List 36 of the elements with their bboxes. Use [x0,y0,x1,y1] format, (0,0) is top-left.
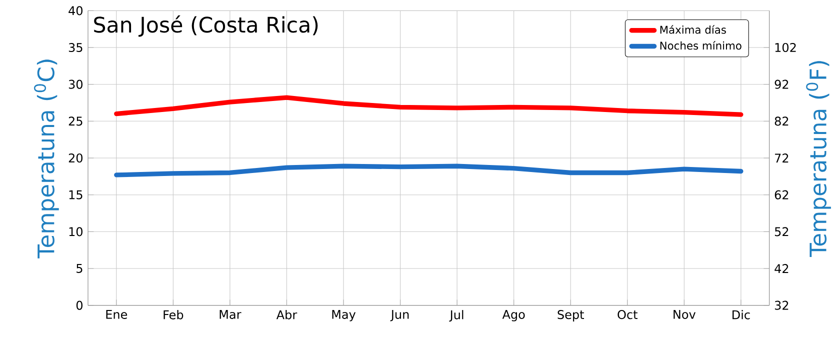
y2-tick-label: 102 [775,42,796,52]
x-tick-label: Sept [558,310,584,322]
y-tick-label: 40 [68,6,82,16]
x-tick-label: Feb [164,310,184,320]
x-tick-label: Nov [674,310,696,319]
x-tick-label: Jun [390,310,409,322]
y-tick-label: 35 [68,42,82,52]
y2-tick-label: 42 [774,264,788,273]
y2-tick-label: 72 [775,154,788,162]
line-series [114,164,744,178]
y-tick-label: 25 [68,116,82,126]
y-tick-label: 0 [76,300,82,310]
x-tick-label: Ago [502,310,525,322]
x-tick-label: Mar [220,310,242,319]
chart-title: San José (Costa Rica) [94,15,318,37]
y2-tick-label: 92 [774,80,788,89]
x-tick-label: Jul [449,310,464,322]
y2-tick-label: 82 [774,116,788,126]
y2-tick-label: 52 [774,227,788,236]
x-tick-label: Dic [732,310,750,320]
x-tick-label: Ene [106,310,128,319]
y-tick-label: 10 [69,227,82,236]
legend-label: Máxima días [660,25,726,34]
line-series [114,95,744,117]
x-tick-label: Oct [618,310,638,320]
x-tick-label: Abr [276,310,298,320]
y-tick-label: 20 [68,153,82,163]
y-tick-label: 5 [76,264,82,273]
y-axis-title: Temperatuna ($^{0}$C) [34,60,59,258]
x-tick-label: May [332,310,356,322]
legend-label: Noches mínimo [660,40,742,50]
y2-tick-label: 32 [774,300,788,310]
y2-axis-title: Temperatuna ($^{0}$F) [806,61,831,257]
y2-tick-label: 62 [774,190,788,200]
y-tick-label: 30 [68,80,82,89]
y-tick-label: 15 [69,190,82,200]
